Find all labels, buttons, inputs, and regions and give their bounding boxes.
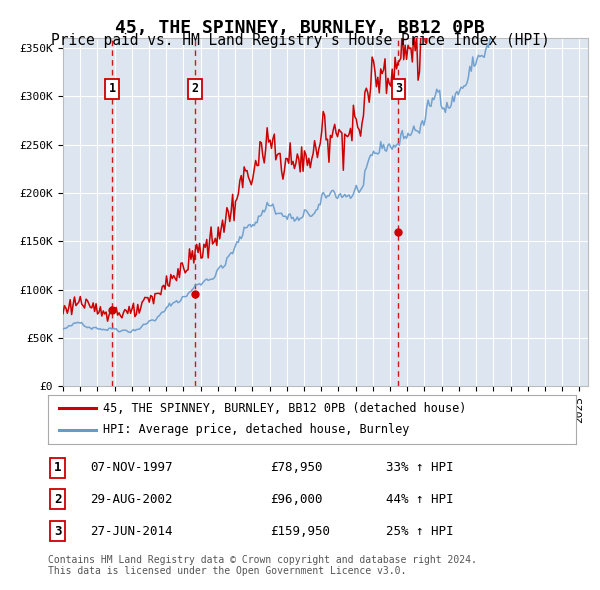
Text: 29-AUG-2002: 29-AUG-2002 xyxy=(90,493,173,506)
Text: 3: 3 xyxy=(395,83,402,96)
Text: 33% ↑ HPI: 33% ↑ HPI xyxy=(386,461,454,474)
Text: Price paid vs. HM Land Registry's House Price Index (HPI): Price paid vs. HM Land Registry's House … xyxy=(50,33,550,48)
Text: 1: 1 xyxy=(109,83,116,96)
Text: 07-NOV-1997: 07-NOV-1997 xyxy=(90,461,173,474)
Text: £78,950: £78,950 xyxy=(270,461,322,474)
Text: 44% ↑ HPI: 44% ↑ HPI xyxy=(386,493,454,506)
Text: 27-JUN-2014: 27-JUN-2014 xyxy=(90,525,173,537)
Text: 3: 3 xyxy=(54,525,61,537)
Text: 45, THE SPINNEY, BURNLEY, BB12 0PB (detached house): 45, THE SPINNEY, BURNLEY, BB12 0PB (deta… xyxy=(103,402,467,415)
Text: 45, THE SPINNEY, BURNLEY, BB12 0PB: 45, THE SPINNEY, BURNLEY, BB12 0PB xyxy=(115,19,485,37)
Text: HPI: Average price, detached house, Burnley: HPI: Average price, detached house, Burn… xyxy=(103,423,410,436)
Text: Contains HM Land Registry data © Crown copyright and database right 2024.
This d: Contains HM Land Registry data © Crown c… xyxy=(48,555,477,576)
Text: £96,000: £96,000 xyxy=(270,493,322,506)
Text: 1: 1 xyxy=(54,461,61,474)
Text: 25% ↑ HPI: 25% ↑ HPI xyxy=(386,525,454,537)
Text: 2: 2 xyxy=(191,83,199,96)
Text: 2: 2 xyxy=(54,493,61,506)
Text: £159,950: £159,950 xyxy=(270,525,330,537)
